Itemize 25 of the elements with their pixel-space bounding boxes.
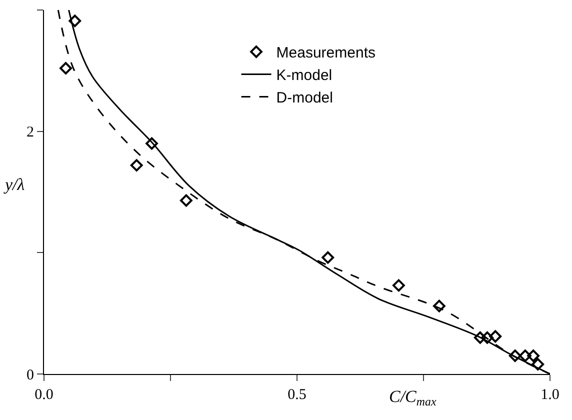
y-tick-label: 2 (26, 124, 34, 141)
point (322, 251, 334, 264)
point (481, 331, 494, 344)
x-tick-label: 0.5 (288, 387, 306, 403)
point (60, 62, 72, 74)
point (392, 279, 405, 292)
point (146, 137, 158, 150)
point (130, 159, 143, 172)
point (68, 14, 82, 28)
point (532, 358, 544, 370)
x-tick-label: 1.0 (540, 387, 560, 403)
y-tick-label: 0 (26, 367, 34, 384)
legend-label: D-model (276, 90, 333, 107)
legend-label: K-model (276, 67, 332, 84)
point (474, 331, 486, 344)
x-axis-title: C/C$_{max}$ (389, 387, 437, 409)
point (180, 194, 192, 207)
x-tick-label: 0.0 (34, 387, 54, 403)
point (508, 350, 522, 362)
point (489, 330, 502, 343)
y-axis-title: y/λ (3, 175, 25, 194)
point (432, 300, 446, 312)
point (519, 350, 532, 362)
legend-label: Measurements (276, 44, 376, 62)
point (527, 350, 540, 362)
